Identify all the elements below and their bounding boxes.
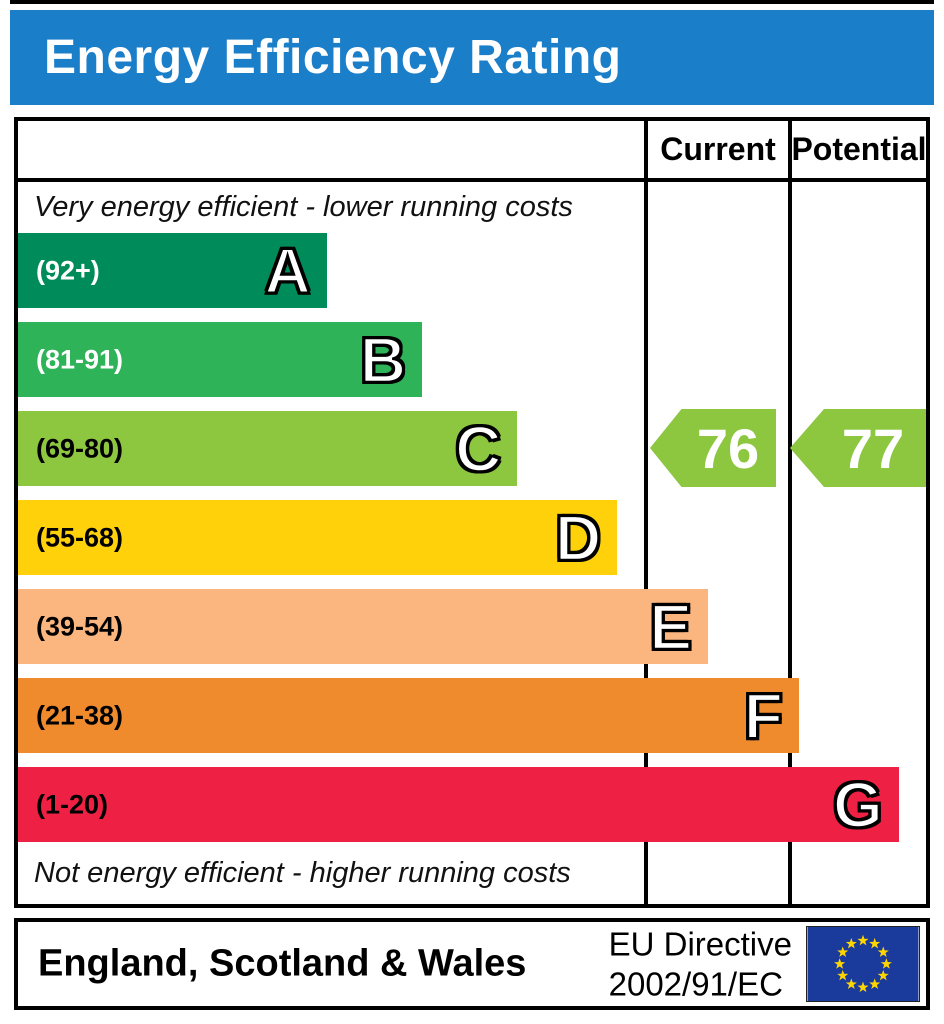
rating-table: Current Potential Very energy efficient … [14, 117, 930, 908]
eu-directive-label: EU Directive 2002/91/EC [609, 924, 792, 1003]
top-border-line [10, 0, 934, 4]
band-letter: D [554, 501, 603, 574]
footer-bar: England, Scotland & Wales EU Directive 2… [14, 918, 930, 1010]
potential-rating-value: 77 [841, 416, 905, 480]
band-letter: C [454, 412, 503, 485]
bottom-note: Not energy efficient - higher running co… [34, 857, 571, 889]
column-divider-potential [788, 121, 792, 904]
band-bar-b: (81-91) B [18, 322, 423, 397]
band-range-label: (55-68) [36, 522, 124, 552]
band-letter: F [743, 679, 785, 752]
band-letter: E [648, 590, 693, 663]
band-range-label: (21-38) [36, 700, 124, 730]
column-header-potential: Potential [791, 131, 927, 167]
band-letter: A [263, 234, 312, 307]
page-title: Energy Efficiency Rating [44, 31, 622, 84]
band-letter: G [832, 768, 884, 841]
top-note: Very energy efficient - lower running co… [34, 191, 573, 223]
potential-rating-arrow: 77 [790, 409, 926, 487]
band-bar-g: (1-20) G [18, 767, 899, 842]
eu-directive-line2: 2002/91/EC [608, 965, 783, 1002]
band-bar-e: (39-54) E [18, 589, 709, 664]
column-header-current: Current [660, 131, 776, 167]
current-rating-arrow: 76 [650, 409, 776, 487]
band-range-label: (92+) [36, 255, 100, 285]
band-bar-c: (69-80) C [18, 411, 518, 486]
band-bar-d: (55-68) D [18, 500, 618, 575]
current-rating-value: 76 [696, 416, 760, 480]
eu-flag-icon [806, 926, 920, 1002]
table-header-row [18, 121, 926, 182]
band-bar-a: (92+) A [18, 233, 327, 308]
band-letter: B [359, 323, 408, 396]
footer-region-label: England, Scotland & Wales [38, 942, 527, 985]
band-range-label: (1-20) [36, 789, 109, 819]
band-range-label: (69-80) [36, 433, 124, 463]
band-bar-f: (21-38) F [18, 678, 799, 753]
eu-directive-line1: EU Directive [608, 925, 792, 963]
title-bar: Energy Efficiency Rating [10, 10, 934, 105]
band-range-label: (39-54) [36, 611, 124, 641]
column-divider-current [644, 121, 648, 904]
band-range-label: (81-91) [36, 344, 124, 374]
